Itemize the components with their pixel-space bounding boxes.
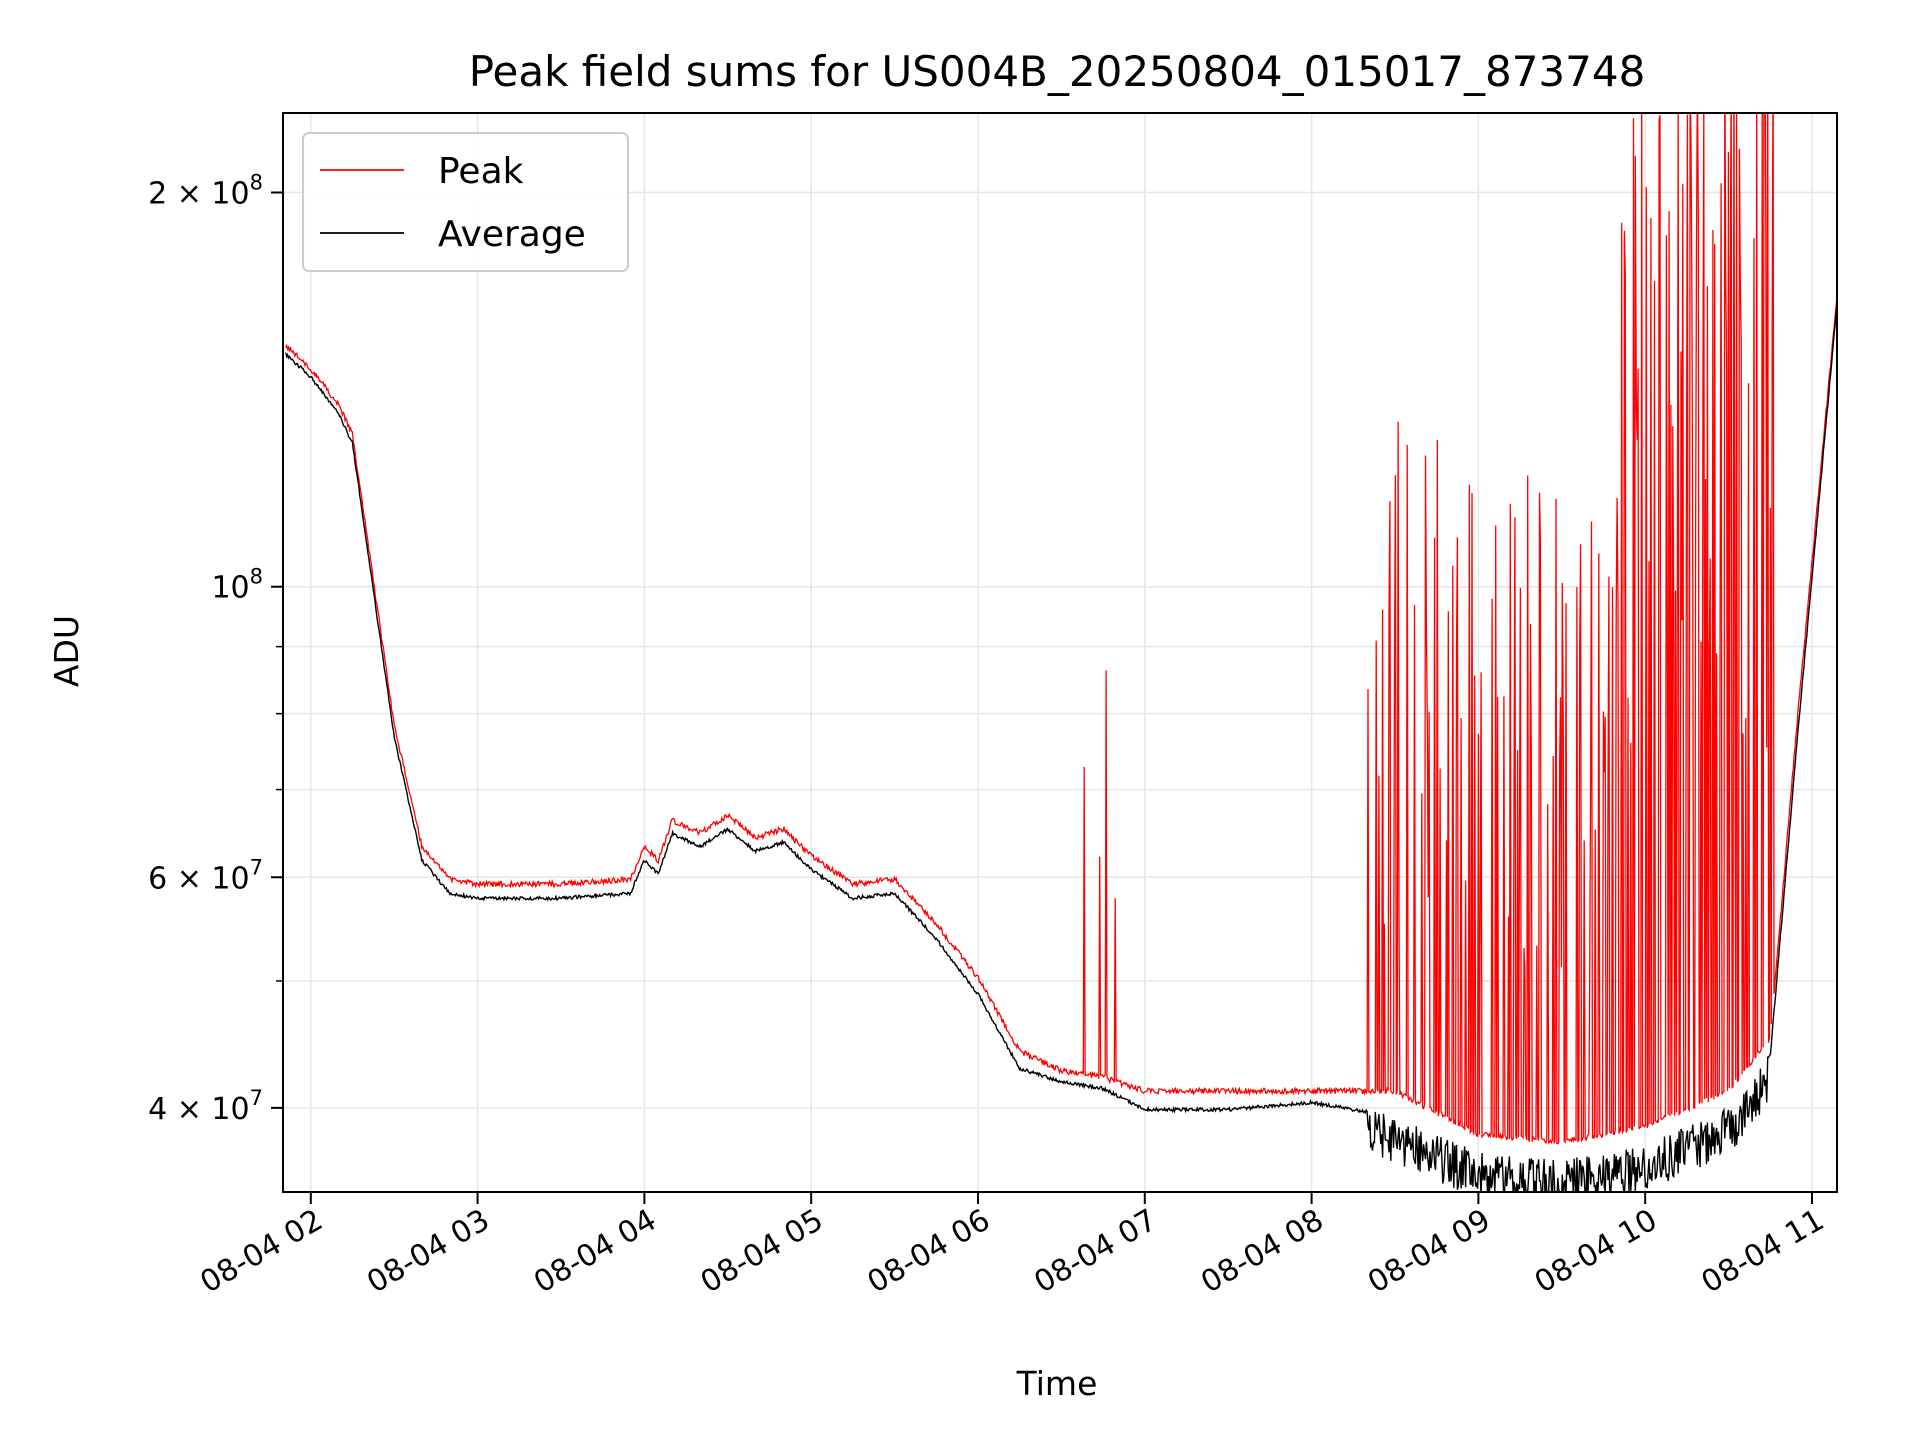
series-line-peak — [285, 113, 1837, 1145]
x-axis-label: Time — [1016, 1364, 1098, 1403]
legend-box — [302, 132, 629, 272]
plot-area — [282, 112, 1838, 1193]
y-tick-label: 4 × 107 — [148, 1086, 263, 1127]
y-tick-label: 6 × 107 — [148, 855, 263, 896]
y-axis-label: ADU — [47, 615, 86, 687]
chart-title: Peak field sums for US004B_20250804_0150… — [469, 47, 1646, 96]
y-tick-label: 2 × 108 — [148, 170, 263, 211]
grid-layer — [283, 113, 1837, 1192]
series-line-average — [285, 304, 1837, 1192]
legend-label-average: Average — [438, 214, 586, 255]
plot-frame — [282, 112, 1838, 1193]
series-layer — [285, 113, 1837, 1192]
legend-label-peak: Peak — [438, 151, 524, 192]
legend: Peak Average — [302, 132, 629, 272]
